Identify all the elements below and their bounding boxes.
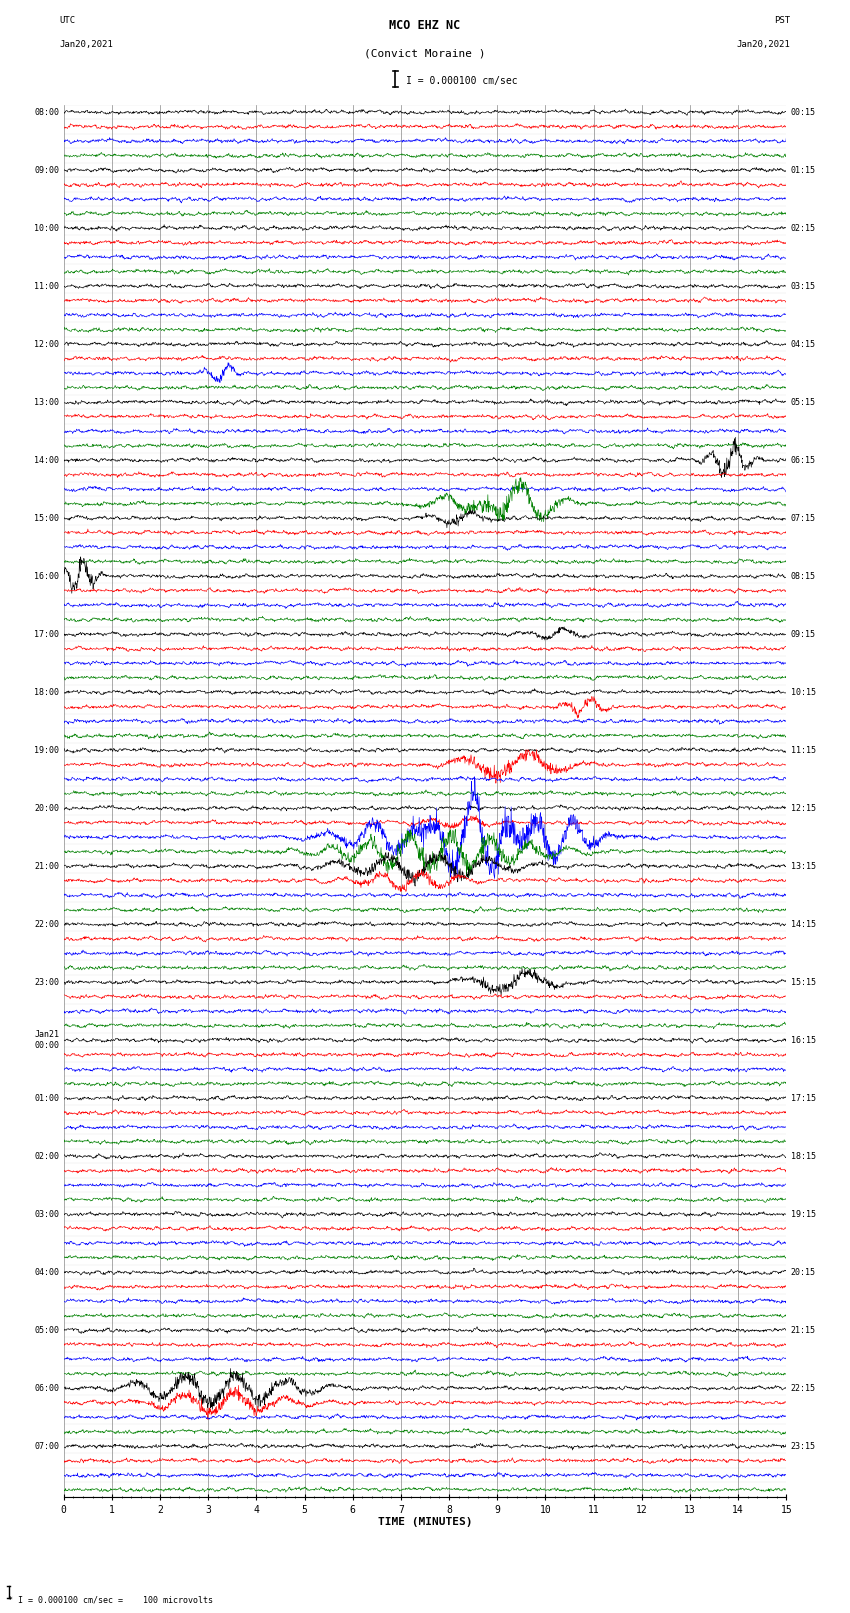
Text: Jan20,2021: Jan20,2021: [60, 40, 113, 50]
Text: 09:00: 09:00: [35, 166, 60, 174]
Text: 22:00: 22:00: [35, 919, 60, 929]
Text: 00:15: 00:15: [790, 108, 815, 116]
Text: 12:00: 12:00: [35, 340, 60, 348]
Text: MCO EHZ NC: MCO EHZ NC: [389, 19, 461, 32]
Text: 02:15: 02:15: [790, 224, 815, 232]
Text: 23:00: 23:00: [35, 977, 60, 987]
Text: 16:15: 16:15: [790, 1036, 815, 1045]
Text: I = 0.000100 cm/sec: I = 0.000100 cm/sec: [406, 76, 518, 85]
Text: 06:00: 06:00: [35, 1384, 60, 1392]
Text: 12:15: 12:15: [790, 803, 815, 813]
Text: UTC: UTC: [60, 16, 76, 26]
Text: 18:00: 18:00: [35, 687, 60, 697]
Text: 04:00: 04:00: [35, 1268, 60, 1276]
Text: 22:15: 22:15: [790, 1384, 815, 1392]
Text: 01:15: 01:15: [790, 166, 815, 174]
Text: Jan20,2021: Jan20,2021: [737, 40, 791, 50]
Text: 09:15: 09:15: [790, 629, 815, 639]
Text: Jan21
00:00: Jan21 00:00: [35, 1031, 60, 1050]
Text: 18:15: 18:15: [790, 1152, 815, 1161]
Text: 14:00: 14:00: [35, 455, 60, 465]
Text: 15:00: 15:00: [35, 513, 60, 523]
Text: 04:15: 04:15: [790, 340, 815, 348]
Text: 05:00: 05:00: [35, 1326, 60, 1334]
Text: 06:15: 06:15: [790, 455, 815, 465]
Text: 15:15: 15:15: [790, 977, 815, 987]
Text: 07:00: 07:00: [35, 1442, 60, 1450]
Text: PST: PST: [774, 16, 790, 26]
Text: 11:00: 11:00: [35, 282, 60, 290]
Text: 05:15: 05:15: [790, 397, 815, 406]
Text: 17:15: 17:15: [790, 1094, 815, 1103]
Text: 01:00: 01:00: [35, 1094, 60, 1103]
Text: 21:00: 21:00: [35, 861, 60, 871]
Text: 21:15: 21:15: [790, 1326, 815, 1334]
Text: * I = 0.000100 cm/sec =    100 microvolts: * I = 0.000100 cm/sec = 100 microvolts: [8, 1595, 213, 1605]
Text: 14:15: 14:15: [790, 919, 815, 929]
Text: 08:15: 08:15: [790, 571, 815, 581]
Text: 20:15: 20:15: [790, 1268, 815, 1276]
Text: 19:15: 19:15: [790, 1210, 815, 1218]
Text: 10:00: 10:00: [35, 224, 60, 232]
Text: 13:00: 13:00: [35, 397, 60, 406]
X-axis label: TIME (MINUTES): TIME (MINUTES): [377, 1518, 473, 1528]
Text: 17:00: 17:00: [35, 629, 60, 639]
Text: 23:15: 23:15: [790, 1442, 815, 1450]
Text: 02:00: 02:00: [35, 1152, 60, 1161]
Text: (Convict Moraine ): (Convict Moraine ): [365, 48, 485, 58]
Text: 03:15: 03:15: [790, 282, 815, 290]
Text: 08:00: 08:00: [35, 108, 60, 116]
Text: 19:00: 19:00: [35, 745, 60, 755]
Text: 20:00: 20:00: [35, 803, 60, 813]
Text: 13:15: 13:15: [790, 861, 815, 871]
Text: 07:15: 07:15: [790, 513, 815, 523]
Text: 16:00: 16:00: [35, 571, 60, 581]
Text: 10:15: 10:15: [790, 687, 815, 697]
Text: 03:00: 03:00: [35, 1210, 60, 1218]
Text: 11:15: 11:15: [790, 745, 815, 755]
